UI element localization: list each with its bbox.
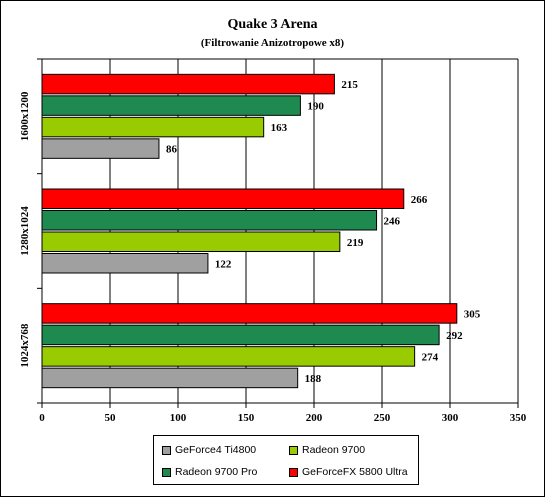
data-label: 122: [215, 258, 232, 270]
x-tick-label: 50: [105, 412, 117, 424]
category-label: 1600x1200: [19, 91, 31, 141]
legend-item-geforcefx-5800-ultra: GeForceFX 5800 Ultra: [289, 466, 408, 478]
bar: [41, 95, 301, 116]
bar: [41, 188, 405, 209]
legend-item-geforce4-ti4800: GeForce4 Ti4800: [162, 444, 256, 456]
bar: [41, 346, 416, 367]
legend-label: Radeon 9700 Pro: [175, 466, 258, 478]
data-label: 266: [411, 194, 428, 206]
legend-swatch: [162, 467, 171, 477]
legend-label: GeForce4 Ti4800: [175, 444, 257, 456]
x-tick-label: 250: [374, 412, 391, 424]
data-label: 190: [307, 101, 324, 113]
data-label: 188: [305, 373, 322, 385]
bar-chart: 1600x1200 1280x1024 1024x768 86 163 190 215 122…: [19, 58, 527, 424]
bar: [41, 231, 341, 252]
data-label: 163: [271, 122, 288, 134]
data-label: 305: [464, 308, 481, 320]
bar: [41, 303, 458, 324]
chart-legend: GeForce4 Ti4800 Radeon 9700 Radeon 9700 …: [153, 435, 419, 485]
bar: [41, 138, 160, 159]
data-label: 86: [166, 144, 178, 156]
chart-title: Quake 3 Arena: [227, 17, 318, 32]
legend-label: Radeon 9700: [302, 444, 366, 456]
legend-label: GeForceFX 5800 Ultra: [302, 466, 408, 478]
legend-swatch: [289, 445, 298, 455]
data-label: 215: [341, 79, 358, 91]
x-tick-label: 100: [170, 412, 187, 424]
data-label: 292: [446, 330, 463, 342]
bar: [41, 116, 265, 138]
legend-item-radeon-9700-pro: Radeon 9700 Pro: [162, 466, 257, 478]
data-label: 274: [422, 351, 439, 363]
legend-item-radeon-9700: Radeon 9700: [289, 444, 365, 456]
x-tick-label: 300: [442, 412, 459, 424]
x-tick-label: 0: [39, 412, 45, 424]
legend-swatch: [289, 467, 298, 477]
bar: [41, 367, 299, 389]
data-label: 246: [384, 215, 401, 227]
x-tick-label: 350: [510, 412, 527, 424]
category-label: 1280x1024: [19, 206, 31, 256]
bar: [41, 210, 378, 231]
bar: [41, 73, 335, 95]
data-label: 219: [347, 237, 364, 249]
plot-area: [42, 59, 518, 403]
legend-swatch: [162, 445, 171, 455]
x-tick-label: 200: [306, 412, 323, 424]
x-tick-label: 150: [238, 412, 255, 424]
bar: [41, 324, 440, 346]
chart-subtitle: (Filtrowanie Anizotropowe x8): [200, 37, 345, 49]
category-label: 1024x768: [19, 323, 31, 368]
bar: [41, 253, 209, 274]
